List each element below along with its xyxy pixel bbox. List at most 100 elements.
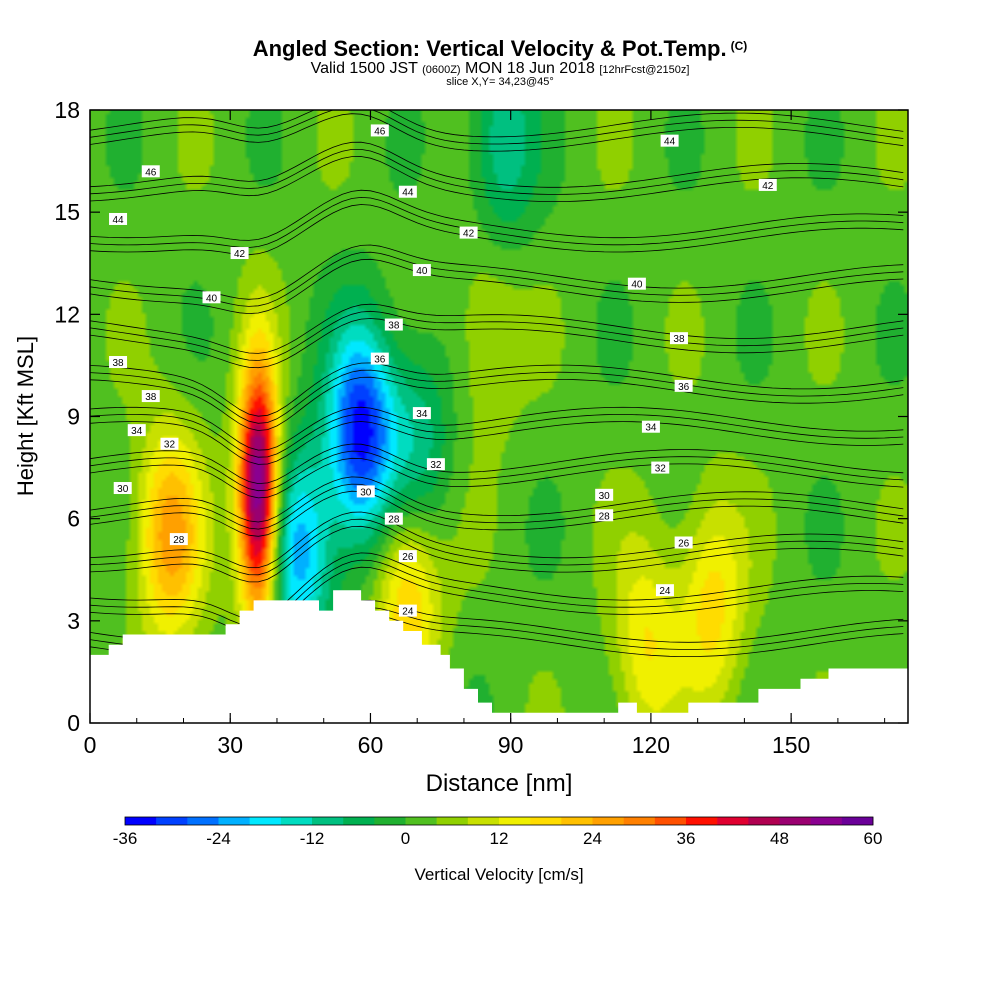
- contour-label: 36: [674, 379, 693, 393]
- chart-title: Angled Section: Vertical Velocity & Pot.…: [0, 36, 1000, 62]
- contour-label-box: [655, 584, 674, 597]
- contour-label-box: [202, 291, 221, 304]
- contour-label-text: 28: [173, 535, 185, 546]
- colorbar-tick-label: 60: [864, 829, 883, 848]
- contour-label-text: 32: [430, 460, 442, 471]
- contour-label: 32: [426, 458, 445, 471]
- isentrope-44-0: [90, 156, 904, 202]
- contour-label: 46: [141, 165, 160, 178]
- contour-label: 44: [398, 185, 417, 199]
- colorbar-tick-label: -24: [206, 829, 231, 848]
- contour-label-box: [412, 407, 431, 420]
- colorbar: -36 -24 -12 0 12 24 36 48 60: [113, 816, 883, 848]
- valid-time-line: Valid 1500 JST (0600Z) MON 18 Jun 2018 […: [0, 60, 1000, 78]
- colorbar-frame: [124, 816, 874, 826]
- contour-label: 40: [202, 291, 221, 304]
- contour-label: 44: [660, 134, 679, 148]
- contour-label-box: [674, 379, 693, 392]
- contour-label-text: 30: [599, 491, 611, 502]
- contour-label: 38: [109, 356, 128, 369]
- isentrope-44-2: [90, 141, 904, 188]
- contour-label-text: 26: [678, 539, 690, 550]
- isentrope-36-0: [90, 376, 904, 431]
- x-tick-label: 30: [217, 732, 243, 758]
- contour-label-box: [370, 352, 389, 365]
- isentrope-34-2: [90, 406, 904, 451]
- isentrope-42-1: [90, 196, 904, 248]
- colorbar-swatch: [343, 817, 375, 825]
- contour-label: 34: [127, 424, 146, 437]
- contour-label: 30: [356, 485, 375, 498]
- isentrope-34-1: [90, 413, 904, 458]
- colorbar-swatch: [779, 817, 811, 825]
- colorbar-swatch: [467, 817, 500, 825]
- contour-label-text: 44: [112, 215, 124, 226]
- contour-label-box: [641, 420, 660, 433]
- contour-label-box: [169, 533, 188, 546]
- contour-label-text: 28: [388, 515, 400, 526]
- isentrope-46-1: [90, 110, 904, 145]
- isentrope-32-0: [90, 457, 904, 499]
- contour-label: 32: [651, 461, 670, 475]
- chart-title-text: Angled Section: Vertical Velocity & Pot.…: [252, 36, 727, 61]
- contour-label: 30: [595, 488, 614, 502]
- valid-prefix: Valid 1500 JST: [310, 60, 418, 77]
- colorbar-swatch: [218, 817, 250, 825]
- contour-label: 42: [459, 226, 478, 240]
- contour-label-box: [669, 332, 688, 345]
- isentrope-46-0: [90, 113, 904, 152]
- colorbar-tick-label: 48: [770, 829, 789, 848]
- isentrope-46-2: [90, 110, 904, 138]
- y-tick-label: 6: [67, 506, 80, 532]
- contour-label-text: 42: [762, 181, 774, 192]
- contour-label: 40: [412, 264, 431, 277]
- colorbar-swatch: [436, 817, 469, 825]
- contour-label-box: [398, 604, 417, 617]
- x-axis-label: Distance [nm]: [426, 770, 573, 797]
- colorbar-swatch: [125, 817, 157, 825]
- isentrope-38-1: [90, 310, 904, 361]
- y-tick-label: 9: [67, 404, 80, 430]
- contour-label-box: [230, 247, 249, 260]
- isentrope-32-2: [90, 443, 904, 485]
- colorbar-swatch: [654, 817, 687, 825]
- contour-label-text: 46: [374, 126, 386, 137]
- colorbar-tick-label: -12: [300, 829, 325, 848]
- isentrope-28-0: [90, 525, 904, 583]
- colorbar-swatch: [374, 817, 406, 825]
- valid-date: MON 18 Jun 2018: [465, 60, 595, 77]
- contour-label-text: 40: [631, 280, 643, 291]
- contour-label: 38: [384, 318, 403, 332]
- contour-label: 42: [230, 247, 249, 260]
- colorbar-swatch: [405, 817, 437, 825]
- contour-label-text: 44: [664, 137, 676, 148]
- contour-label-box: [109, 356, 128, 369]
- isentrope-32-1: [90, 450, 904, 492]
- contour-label: 28: [595, 509, 614, 522]
- contour-label: 40: [627, 277, 646, 291]
- contour-label-text: 46: [145, 167, 157, 178]
- contour-label-box: [356, 485, 375, 498]
- contour-label-box: [398, 550, 417, 563]
- colorbar-swatch: [592, 817, 624, 825]
- colorbar-swatch: [530, 817, 562, 825]
- contour-label-text: 38: [145, 392, 157, 403]
- y-tick-label: 12: [54, 301, 80, 327]
- contour-label-box: [459, 226, 478, 239]
- contour-label-text: 40: [416, 266, 428, 277]
- colorbar-swatch: [499, 817, 531, 825]
- slice-info: slice X,Y= 34,23@45°: [446, 76, 554, 88]
- colorbar-swatch: [249, 817, 282, 825]
- contour-label: 26: [398, 550, 417, 563]
- contour-label-text: 30: [117, 484, 129, 495]
- isentrope-42-0: [90, 204, 904, 256]
- contour-label: 32: [160, 437, 179, 451]
- contour-label-box: [426, 458, 445, 471]
- contour-label-text: 32: [164, 440, 176, 451]
- colorbar-swatch: [623, 817, 656, 825]
- contour-label-box: [595, 488, 614, 501]
- contour-label-box: [384, 318, 403, 331]
- contour-label: 38: [141, 390, 160, 403]
- y-tick-label: 15: [54, 199, 80, 225]
- contour-label-text: 38: [673, 334, 685, 345]
